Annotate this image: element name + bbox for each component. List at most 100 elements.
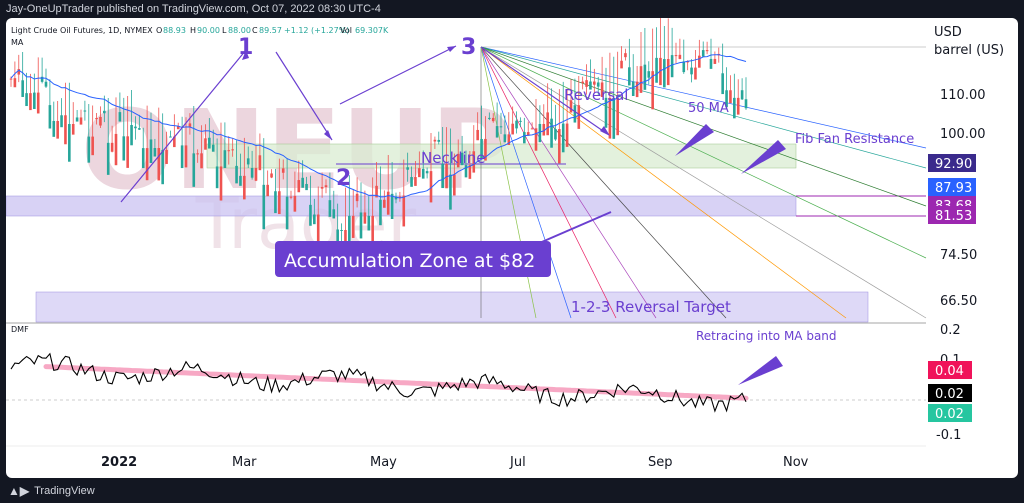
candle-body — [647, 71, 651, 78]
candle-body — [149, 139, 153, 163]
candle-body — [208, 137, 211, 149]
candle-body — [480, 138, 483, 159]
price-badge-text-3: 81.53 — [935, 209, 972, 224]
candle-body — [367, 215, 371, 231]
candle-body — [495, 126, 499, 138]
candle-body — [561, 123, 565, 153]
candle-body — [231, 149, 234, 151]
candle-body — [153, 148, 157, 157]
pivot-2-label: 2 — [336, 166, 351, 191]
candle-body — [666, 59, 670, 86]
candle-body — [355, 193, 359, 202]
footer-brand[interactable]: TradingView — [34, 485, 95, 497]
candle-body — [624, 53, 627, 58]
candle-body — [534, 128, 538, 151]
candle-body — [173, 136, 176, 148]
candle-body — [254, 168, 258, 181]
candle-body — [211, 144, 215, 152]
candle-body — [698, 55, 701, 68]
candle-body — [243, 175, 246, 200]
candle-body — [122, 136, 126, 161]
candle-body — [9, 78, 13, 80]
candle-body — [95, 118, 98, 120]
candle-body — [371, 215, 374, 246]
chart-panel[interactable]: ONEUP Trader — [6, 18, 1018, 478]
candle-body — [274, 191, 277, 214]
accumulation-label: Accumulation Zone at $82 — [284, 250, 535, 272]
candle-body — [36, 92, 40, 114]
candle-body — [68, 123, 71, 162]
publish-info: Jay-OneUpTrader published on TradingView… — [6, 3, 381, 15]
candle-body — [305, 183, 308, 191]
candle-body — [620, 60, 623, 69]
candle-body — [390, 193, 394, 220]
legend-low: 88.00 — [228, 26, 251, 35]
candle-body — [340, 229, 343, 231]
candle-body — [682, 61, 686, 73]
dmf-tick-neg: -0.1 — [936, 428, 961, 443]
candle-body — [526, 132, 530, 136]
candle-body — [106, 142, 110, 175]
candle-body — [169, 136, 172, 138]
candle-body — [75, 117, 79, 122]
candle-body — [694, 67, 697, 80]
candle-body — [126, 136, 129, 168]
candle-body — [56, 120, 59, 139]
candle-body — [258, 155, 262, 171]
candle-body — [670, 55, 674, 78]
candle-body — [523, 132, 526, 144]
ma-label: 50 MA — [688, 101, 729, 116]
candle-body — [293, 195, 297, 212]
arrow-head-1 — [242, 50, 249, 60]
ma-pointer — [675, 124, 714, 156]
candle-body — [313, 214, 316, 225]
candle-body — [176, 125, 180, 130]
candle-body — [472, 151, 476, 173]
candle-body — [499, 126, 503, 128]
dmf-label: DMF — [11, 325, 29, 334]
candle-body — [721, 73, 724, 95]
candle-body — [196, 153, 199, 155]
footer: ▲▶ TradingView — [8, 484, 95, 498]
candle-body — [328, 200, 332, 217]
candle-body — [651, 71, 654, 110]
dmf-badges: 0.04 0.02 0.02 — [928, 361, 972, 422]
candle-body — [91, 136, 94, 156]
time-2022: 2022 — [101, 455, 137, 470]
candle-body — [569, 100, 573, 113]
target-zone — [35, 291, 869, 323]
candle-body — [33, 92, 36, 109]
candle-body — [530, 128, 534, 130]
candle-body — [425, 171, 429, 174]
candle-body — [577, 105, 581, 129]
candle-body — [83, 110, 87, 112]
time-jul: Jul — [509, 455, 526, 470]
candle-body — [29, 93, 32, 111]
price-chart[interactable]: ONEUP Trader — [6, 18, 1018, 478]
candle-body — [363, 212, 367, 224]
candle-body — [519, 120, 522, 122]
candle-body — [460, 152, 464, 166]
candle-body — [394, 196, 398, 200]
legend-ma: MA — [11, 38, 24, 47]
candle-body — [437, 139, 441, 142]
dmf-badge-1 — [928, 384, 972, 402]
fan-ray-6 — [480, 46, 727, 319]
candle-body — [631, 81, 635, 96]
dmf-ma-line — [43, 364, 749, 401]
candle-body — [52, 120, 56, 137]
candle-body — [507, 134, 511, 145]
candle-body — [705, 50, 709, 52]
ma-50-line — [10, 54, 747, 199]
candle-body — [301, 177, 304, 188]
candle-body — [184, 145, 188, 168]
candle-body — [612, 97, 616, 139]
trend-arrow-1 — [120, 49, 247, 203]
candle-body — [278, 191, 281, 215]
candle-body — [40, 76, 44, 82]
candle-body — [324, 185, 328, 188]
candle-body — [180, 145, 184, 169]
candle-body — [643, 64, 647, 90]
candle-body — [511, 123, 514, 135]
